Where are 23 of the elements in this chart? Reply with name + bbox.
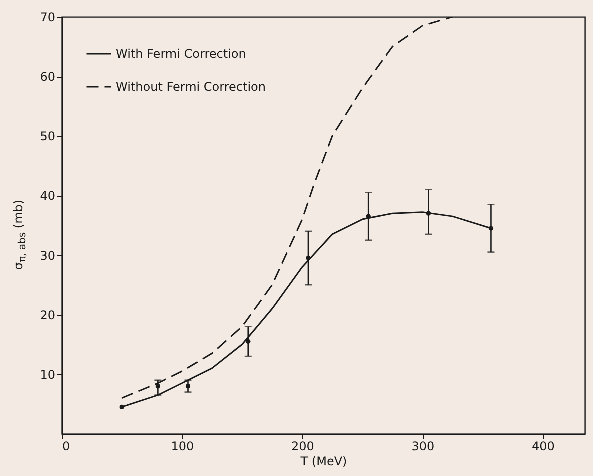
point [156, 384, 161, 389]
y-tick-label: 40 [40, 189, 56, 204]
point [426, 211, 432, 216]
legend-label: Without Fermi Correction [116, 80, 266, 94]
point [488, 226, 494, 231]
x-tick-label: 200 [292, 440, 314, 454]
point [120, 404, 124, 410]
legend-label: With Fermi Correction [116, 47, 246, 61]
x-tick-label: 400 [532, 440, 555, 454]
x-tick-label: 300 [412, 440, 435, 454]
point [306, 256, 311, 261]
y-tick-label: 70 [40, 10, 56, 24]
point [366, 214, 371, 219]
y-tick-label: 60 [40, 70, 56, 84]
y-tick-label: 20 [40, 308, 56, 322]
point [246, 339, 251, 344]
x-axis-title: T (MeV) [300, 454, 348, 468]
x-tick-label: 0 [62, 440, 70, 454]
y-tick-label: 30 [40, 248, 56, 263]
x-tick-label: 100 [171, 440, 194, 454]
y-tick-label: 10 [40, 368, 56, 382]
y-tick-label: 50 [40, 130, 56, 144]
point [186, 384, 191, 389]
